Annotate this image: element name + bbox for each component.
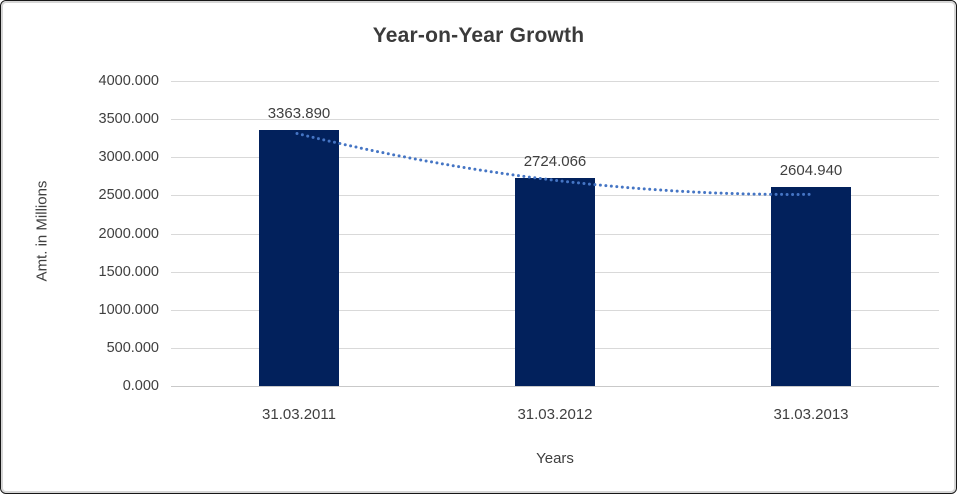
bar-data-label: 2724.066: [523, 153, 587, 171]
x-tick-label: 31.03.2013: [773, 406, 849, 423]
y-tick-label: 3500.000: [98, 111, 159, 128]
gridline: [171, 81, 939, 82]
x-axis-line: [171, 386, 939, 387]
y-tick-label: 1000.000: [98, 301, 159, 318]
gridline: [171, 119, 939, 121]
y-tick-label: 2000.000: [98, 225, 159, 242]
y-tick-label: 3000.000: [98, 149, 159, 166]
x-tick-label: 31.03.2011: [262, 406, 336, 423]
y-tick-label: 1500.000: [98, 263, 159, 280]
x-axis-title: Years: [536, 450, 574, 467]
bar-31.03.2011: [259, 129, 339, 386]
y-tick-label: 0.000: [122, 378, 159, 394]
chart-title: Year-on-Year Growth: [372, 24, 585, 47]
x-tick-label: 31.03.2012: [517, 406, 593, 423]
y-axis-tick-labels: 4000.000 3500.000 3000.000 2500.000 2000.000…: [3, 73, 159, 394]
bar-data-label: 3363.890: [267, 104, 331, 122]
bar-data-label: 2604.940: [779, 162, 843, 180]
bar-31.03.2012: [515, 178, 595, 386]
y-tick-label: 2500.000: [98, 187, 159, 204]
gridline: [171, 157, 939, 159]
plot-area: 3363.890 2724.066 2604.940: [171, 81, 939, 387]
bar-31.03.2013: [771, 187, 851, 386]
trendline: [295, 132, 813, 196]
y-tick-label: 500.000: [106, 339, 159, 356]
y-tick-label: 4000.000: [98, 73, 159, 89]
x-axis-tick-labels: 31.03.2011 31.03.2012 31.03.2013: [171, 406, 939, 428]
trendline-path: [295, 132, 813, 196]
